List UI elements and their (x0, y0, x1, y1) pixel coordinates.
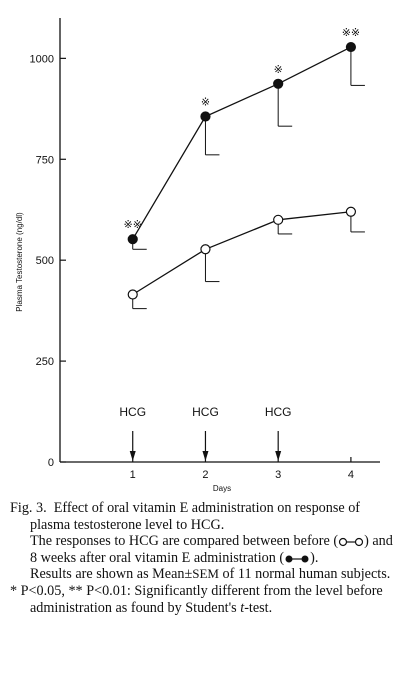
series-lines (132, 46, 352, 296)
sem-label: SEM (192, 566, 219, 582)
caption-text: of 11 normal human subjects. (219, 566, 391, 583)
figure-label: Fig. 3. (10, 500, 47, 516)
significance-mark: ※ (274, 63, 283, 76)
data-points (127, 41, 357, 300)
caption-paragraph-comparison: The responses to HCG are compared betwee… (10, 533, 395, 566)
hcg-label: HCG (265, 405, 292, 419)
caption-paragraph-results: Results are shown as Mean±SEM of 11 norm… (10, 566, 395, 583)
caption-title-text: Effect of oral vitamin E administration … (30, 500, 361, 533)
significance-marks: ※※※※※※ (124, 26, 361, 231)
open-point (345, 206, 357, 217)
series-line (132, 211, 351, 296)
open-point (127, 289, 138, 300)
chart-axes (59, 18, 380, 463)
caption-text: Significantly different from the level b… (30, 582, 383, 616)
y-tick-label: 0 (48, 457, 54, 469)
caption-text: -test. (244, 599, 273, 616)
caption-title: Fig. 3. Effect of oral vitamin E adminis… (10, 500, 395, 533)
filled-point (127, 234, 138, 245)
x-tick-label: 3 (275, 469, 281, 481)
caption-text: The responses to HCG are compared betwee… (30, 533, 339, 550)
x-tick-label: 2 (202, 469, 208, 481)
open-point (200, 244, 211, 255)
significance-mark: ※ (201, 95, 210, 108)
filled-point (345, 41, 357, 53)
y-axis-label: Plasma Testosterone (ng/dl) (15, 212, 24, 312)
open-point (273, 214, 284, 225)
filled-point (273, 78, 284, 89)
error-bars (132, 47, 365, 310)
y-tick-label: 750 (36, 154, 54, 166)
hcg-label: HCG (119, 405, 146, 419)
filled-point (200, 111, 211, 122)
significance-mark: ※※ (124, 218, 142, 231)
chart-annotations: HCG HCG HCG (119, 405, 292, 461)
y-tick-label: 500 (36, 255, 54, 267)
caption-text: ). (310, 549, 319, 566)
x-tick-label: 1 (130, 469, 136, 481)
y-tick-label: 250 (36, 356, 54, 368)
plus-minus-symbol: ± (184, 566, 193, 583)
filled-circle-line-symbol (285, 555, 309, 563)
chart-ticks: 0 250 500 750 1000 1 2 3 4 (30, 53, 354, 481)
caption-text: Results are shown as Mean (30, 566, 185, 583)
hcg-arrow-head (202, 451, 209, 461)
t-italic: t (240, 599, 245, 616)
x-tick-label: 4 (348, 469, 354, 481)
hcg-label: HCG (192, 405, 219, 419)
series-line (132, 46, 352, 240)
hcg-arrow-head (275, 451, 282, 461)
hcg-arrow-head (129, 451, 136, 461)
caption-text: ) and 8 weeks after oral vitamin E admin… (30, 533, 393, 566)
x-axis-label: Days (213, 484, 231, 493)
significance-levels: * P<0.05, ** P<0.01: (10, 582, 131, 599)
caption-significance-note: * P<0.05, ** P<0.01: Significantly diffe… (10, 583, 395, 616)
y-tick-label: 1000 (30, 53, 54, 65)
figure-caption: Fig. 3. Effect of oral vitamin E adminis… (10, 500, 395, 616)
significance-mark: ※※ (342, 26, 360, 39)
open-circle-line-symbol (338, 537, 364, 547)
